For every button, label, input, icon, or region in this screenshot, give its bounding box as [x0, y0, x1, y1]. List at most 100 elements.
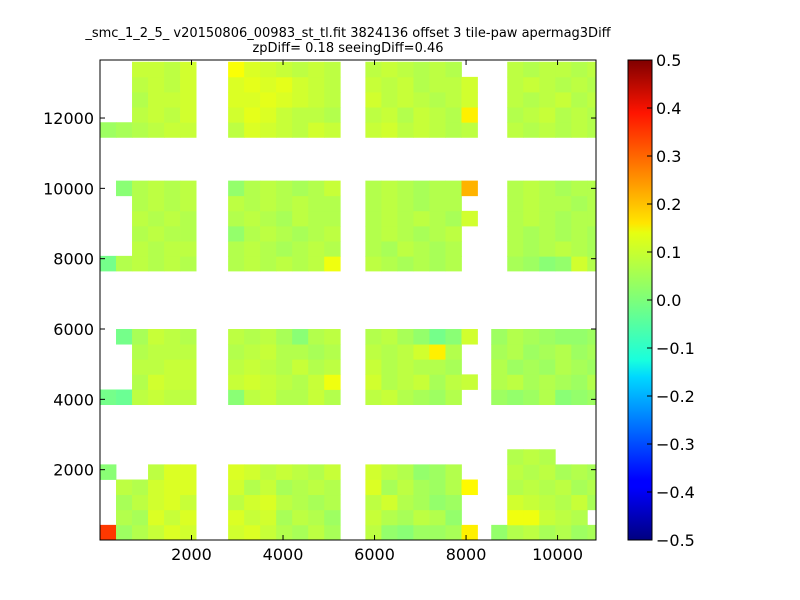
heatmap-cell	[308, 255, 325, 272]
heatmap-cell	[180, 374, 197, 390]
chart-subtitle: zpDiff= 0.18 seeingDiff=0.46	[252, 41, 443, 56]
heatmap-cell	[445, 210, 462, 227]
heatmap-cell	[164, 92, 181, 108]
heatmap-cell	[555, 509, 572, 526]
heatmap-cell	[587, 195, 596, 212]
heatmap-cell	[164, 494, 181, 511]
heatmap-cell	[381, 107, 398, 123]
heatmap-cell	[539, 389, 556, 406]
heatmap-cell	[445, 122, 462, 138]
heatmap-cell	[491, 359, 508, 375]
heatmap-cell	[571, 509, 588, 526]
heatmap-cell	[308, 374, 325, 390]
heatmap-cell	[413, 180, 430, 197]
heatmap-cell	[180, 329, 197, 345]
heatmap-cell	[148, 180, 165, 197]
heatmap-cell	[164, 241, 181, 257]
heatmap-cell	[365, 479, 382, 496]
heatmap-cell	[324, 494, 341, 511]
heatmap-cell	[228, 344, 245, 360]
heatmap-cell	[132, 180, 149, 197]
heatmap-cell	[587, 61, 596, 78]
heatmap-cell	[429, 241, 446, 257]
heatmap-cell	[397, 494, 414, 511]
heatmap-cell	[429, 509, 446, 526]
heatmap-cell	[260, 329, 277, 345]
heatmap-cell	[276, 241, 293, 257]
heatmap-cell	[292, 389, 309, 406]
heatmap-cell	[180, 241, 197, 257]
heatmap-cell	[164, 479, 181, 496]
heatmap-cell	[445, 389, 462, 406]
colorbar-tick-label: 0.4	[656, 99, 681, 118]
heatmap-cell	[116, 494, 133, 511]
heatmap-cell	[244, 61, 261, 78]
heatmap-cell	[324, 61, 341, 78]
y-tick-label: 4000	[53, 390, 94, 409]
heatmap-cell	[587, 464, 596, 480]
heatmap-cell	[523, 210, 540, 227]
heatmap-cell	[571, 359, 588, 375]
heatmap-cell	[132, 479, 149, 496]
heatmap-cell	[413, 509, 430, 526]
heatmap-cell	[292, 92, 309, 108]
heatmap-cell	[445, 464, 462, 480]
heatmap-cell	[365, 464, 382, 480]
heatmap-cell	[491, 389, 508, 406]
heatmap-cell	[260, 195, 277, 212]
heatmap-cell	[292, 107, 309, 123]
heatmap-cell	[276, 61, 293, 78]
heatmap-cell	[180, 509, 197, 526]
heatmap-cell	[539, 76, 556, 93]
heatmap-cell	[148, 374, 165, 390]
heatmap-cell	[164, 374, 181, 390]
heatmap-cell	[587, 210, 596, 227]
heatmap-cell	[132, 76, 149, 93]
heatmap-cell	[539, 195, 556, 212]
heatmap-cell	[244, 479, 261, 496]
heatmap-cell	[308, 210, 325, 227]
heatmap-cell	[244, 329, 261, 345]
heatmap-cell	[116, 524, 133, 540]
heatmap-cell	[132, 524, 149, 540]
heatmap-cell	[260, 464, 277, 480]
heatmap-cell	[555, 225, 572, 242]
colorbar-tick-label: 0.0	[656, 291, 681, 310]
colorbar-tick-label: −0.3	[656, 435, 695, 454]
heatmap-cell	[571, 524, 588, 540]
heatmap-cell	[164, 107, 181, 123]
heatmap-cell	[445, 195, 462, 212]
heatmap-cell	[132, 210, 149, 227]
heatmap-cell	[260, 107, 277, 123]
heatmap-cell	[571, 122, 588, 138]
heatmap-cell	[571, 329, 588, 345]
heatmap-cell	[381, 92, 398, 108]
heatmap-cell	[381, 61, 398, 78]
heatmap-cell	[228, 61, 245, 78]
heatmap-cell	[397, 225, 414, 242]
heatmap-cell	[308, 92, 325, 108]
heatmap-cell	[276, 374, 293, 390]
heatmap-cell	[555, 344, 572, 360]
heatmap-cell	[324, 76, 341, 93]
heatmap-cell	[381, 479, 398, 496]
heatmap-cell	[228, 76, 245, 93]
heatmap-cell	[148, 241, 165, 257]
heatmap-cell	[539, 61, 556, 78]
heatmap-cell	[523, 389, 540, 406]
heatmap-cell	[324, 389, 341, 406]
heatmap-cell	[539, 494, 556, 511]
heatmap-cell	[324, 92, 341, 108]
heatmap-cell	[445, 509, 462, 526]
heatmap-cell	[445, 107, 462, 123]
heatmap-cell	[260, 389, 277, 406]
heatmap-cell	[523, 464, 540, 480]
heatmap-cell	[397, 107, 414, 123]
colorbar-tick-label: 0.2	[656, 195, 681, 214]
heatmap-cell	[180, 61, 197, 78]
heatmap-cell	[324, 210, 341, 227]
heatmap-cell	[555, 180, 572, 197]
heatmap-cell	[148, 389, 165, 406]
heatmap-cell	[308, 344, 325, 360]
y-tick-label: 8000	[53, 250, 94, 269]
